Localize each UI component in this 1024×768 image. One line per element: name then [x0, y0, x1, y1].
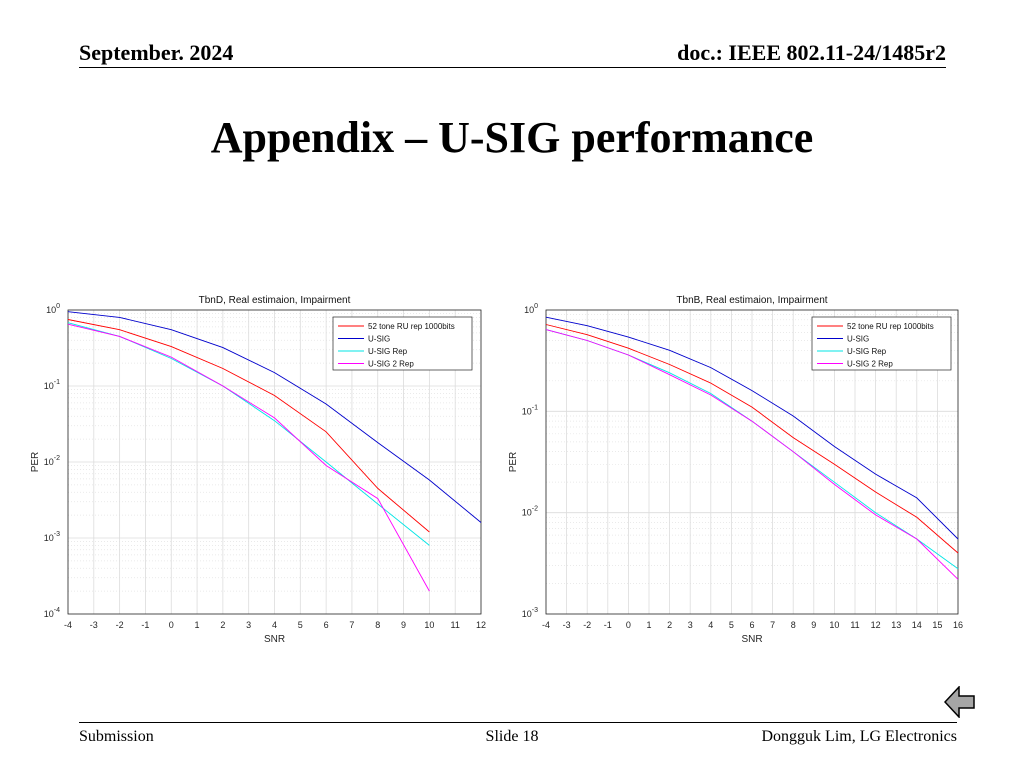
footer-author: Dongguk Lim, LG Electronics [761, 728, 957, 745]
legend: 52 tone RU rep 1000bits U-SIG U-SIG Rep U-S… [811, 316, 952, 371]
y-tick-label: 100 [524, 303, 538, 315]
x-axis-label: SNR [264, 634, 285, 645]
series-line [67, 322, 430, 546]
x-tick-label: 11 [451, 620, 460, 630]
x-tick-label: 13 [891, 620, 901, 630]
x-tick-label: -3 [90, 620, 98, 630]
x-tick-label: 4 [272, 620, 277, 630]
series-line [545, 329, 959, 580]
series-line [545, 329, 959, 570]
x-tick-label: 10 [424, 620, 434, 630]
x-tick-label: -2 [116, 620, 124, 630]
x-tick-label: 7 [770, 620, 775, 630]
series-line [67, 323, 430, 592]
chart-title: TbnD, Real estimaion, Impairment [199, 295, 351, 306]
x-tick-label: 9 [401, 620, 406, 630]
header-date: September. 2024 [79, 40, 234, 65]
x-tick-label: -1 [141, 620, 149, 630]
x-tick-label: -2 [583, 620, 591, 630]
x-tick-label: 6 [324, 620, 329, 630]
legend-box [811, 316, 952, 371]
x-tick-label: 1 [646, 620, 651, 630]
y-tick-label: 10-2 [44, 455, 60, 467]
back-arrow-icon[interactable] [943, 685, 976, 719]
y-tick-label: 10-3 [522, 607, 538, 619]
chart-0: -4 -3 -2 -1 0 1 2 3 4 5 6 7 8 9 10 11 1210-410-310-210-1… [30, 295, 486, 645]
legend-label: U-SIG Rep [368, 347, 408, 356]
y-tick-label: 10-3 [44, 531, 60, 543]
y-tick-label: 10-4 [44, 607, 60, 619]
legend-label: U-SIG 2 Rep [847, 360, 893, 369]
series-line [67, 311, 482, 523]
x-tick-label: 2 [220, 620, 225, 630]
x-tick-label: 9 [811, 620, 816, 630]
footer-slide-number: Slide 18 [485, 728, 539, 745]
y-tick-label: 10-1 [522, 404, 538, 416]
x-tick-label: -3 [563, 620, 571, 630]
x-tick-label: 15 [932, 620, 942, 630]
x-tick-label: 5 [298, 620, 303, 630]
legend-label: U-SIG 2 Rep [368, 360, 414, 369]
x-tick-label: 16 [953, 620, 963, 630]
x-tick-label: 8 [375, 620, 380, 630]
x-tick-label: 2 [667, 620, 672, 630]
footer-submission: Submission [79, 728, 154, 745]
footer-divider [79, 722, 957, 723]
legend-label: U-SIG [368, 335, 390, 344]
y-tick-label: 10-1 [44, 379, 60, 391]
x-tick-label: 10 [829, 620, 839, 630]
x-tick-label: -1 [604, 620, 612, 630]
plot-area [546, 310, 958, 614]
x-tick-label: 11 [850, 620, 859, 630]
axes-frame [67, 309, 482, 615]
x-tick-label: 0 [626, 620, 631, 630]
legend-label: 52 tone RU rep 1000bits [368, 322, 455, 331]
x-tick-label: 0 [169, 620, 174, 630]
y-axis-label: PER [30, 452, 41, 473]
header-doc-id: doc.: IEEE 802.11-24/1485r2 [677, 40, 946, 65]
chart-1: -4 -3 -2 -1 0 1 2 3 4 5 6 7 8 9 10 11 12 13 14 15 1610-310-2… [508, 295, 963, 645]
y-tick-label: 100 [46, 303, 60, 315]
x-tick-label: -4 [64, 620, 72, 630]
x-tick-label: 5 [729, 620, 734, 630]
header-divider [79, 67, 946, 68]
x-axis-label: SNR [741, 634, 762, 645]
plot-area [68, 310, 481, 614]
x-tick-label: 7 [349, 620, 354, 630]
x-tick-label: -4 [542, 620, 550, 630]
x-tick-label: 4 [708, 620, 713, 630]
legend: 52 tone RU rep 1000bits U-SIG U-SIG Rep U-S… [332, 316, 473, 371]
legend-label: U-SIG [847, 335, 869, 344]
y-axis-label: PER [508, 452, 519, 473]
x-tick-label: 12 [476, 620, 486, 630]
x-tick-label: 8 [791, 620, 796, 630]
x-tick-label: 12 [871, 620, 881, 630]
legend-label: U-SIG Rep [847, 347, 887, 356]
series-line [545, 316, 959, 540]
x-tick-label: 3 [688, 620, 693, 630]
x-tick-label: 3 [246, 620, 251, 630]
series-line [545, 324, 959, 554]
x-tick-label: 6 [749, 620, 754, 630]
x-tick-label: 14 [912, 620, 922, 630]
series-line [67, 319, 430, 533]
legend-label: 52 tone RU rep 1000bits [847, 322, 934, 331]
legend-box [332, 316, 473, 371]
y-tick-label: 10-2 [522, 506, 538, 518]
x-tick-label: 1 [195, 620, 200, 630]
axes-frame [545, 309, 959, 615]
slide-title: Appendix – U-SIG performance [210, 113, 814, 162]
chart-title: TbnB, Real estimaion, Impairment [676, 295, 827, 306]
